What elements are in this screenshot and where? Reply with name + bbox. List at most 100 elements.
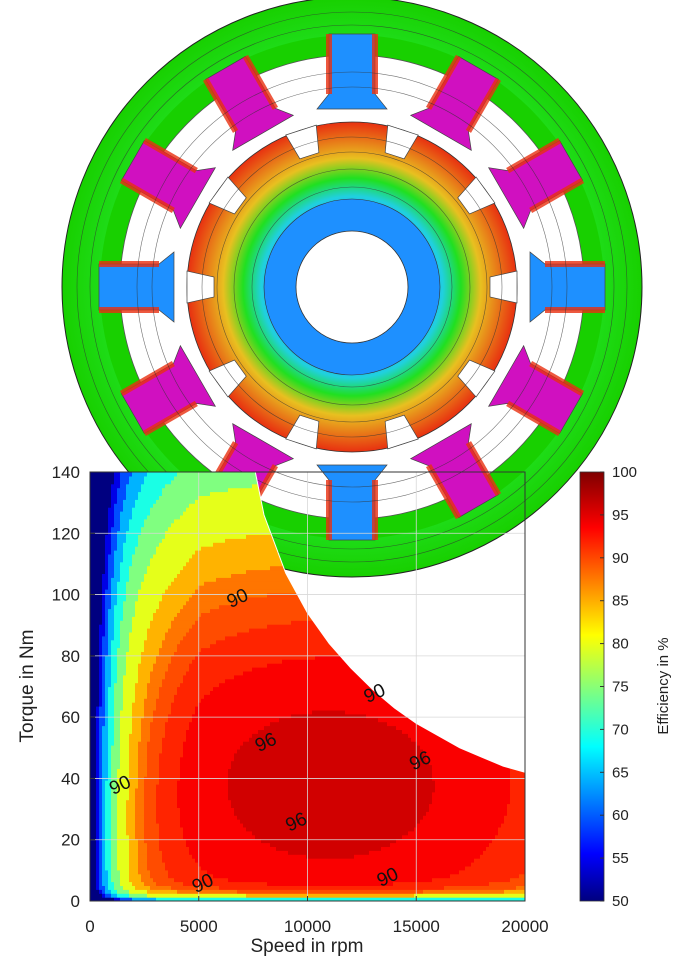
efficiency-cell bbox=[114, 725, 118, 730]
efficiency-cell bbox=[207, 487, 211, 493]
efficiency-cell bbox=[93, 472, 97, 477]
efficiency-cell bbox=[135, 819, 139, 824]
efficiency-cell bbox=[213, 737, 217, 742]
efficiency-cell bbox=[186, 823, 190, 828]
efficiency-cell bbox=[99, 686, 103, 691]
efficiency-cell bbox=[117, 807, 121, 812]
efficiency-cell bbox=[201, 499, 205, 504]
efficiency-cell bbox=[219, 600, 223, 606]
efficiency-cell bbox=[222, 561, 226, 567]
efficiency-cell bbox=[210, 784, 214, 789]
efficiency-cell bbox=[204, 475, 208, 481]
efficiency-cell bbox=[171, 826, 175, 832]
efficiency-cell bbox=[150, 838, 154, 844]
efficiency-cell bbox=[222, 511, 226, 516]
efficiency-cell bbox=[93, 534, 97, 539]
efficiency-cell bbox=[114, 709, 118, 715]
efficiency-cell bbox=[147, 534, 151, 539]
efficiency-cell bbox=[132, 628, 136, 633]
efficiency-cell bbox=[159, 511, 163, 516]
efficiency-cell bbox=[162, 674, 166, 680]
efficiency-cell bbox=[138, 897, 142, 901]
efficiency-cell bbox=[216, 667, 220, 672]
efficiency-cell bbox=[96, 811, 100, 816]
efficiency-cell bbox=[129, 780, 133, 785]
efficiency-cell bbox=[210, 491, 214, 496]
efficiency-cell bbox=[138, 495, 142, 500]
efficiency-cell bbox=[141, 565, 145, 571]
efficiency-cell bbox=[168, 538, 172, 543]
efficiency-cell bbox=[222, 589, 226, 594]
efficiency-cell bbox=[111, 526, 115, 532]
efficiency-cell bbox=[186, 674, 190, 680]
efficiency-cell bbox=[120, 745, 124, 750]
efficiency-cell bbox=[147, 530, 151, 535]
efficiency-cell bbox=[198, 733, 202, 738]
efficiency-cell bbox=[102, 670, 106, 676]
efficiency-cell bbox=[171, 522, 175, 528]
efficiency-cell bbox=[99, 514, 103, 520]
efficiency-cell bbox=[201, 557, 205, 563]
efficiency-cell bbox=[204, 819, 208, 824]
efficiency-cell bbox=[171, 729, 175, 734]
efficiency-cell bbox=[159, 709, 163, 715]
efficiency-cell bbox=[108, 889, 112, 894]
efficiency-cell bbox=[189, 721, 193, 727]
efficiency-cell bbox=[105, 472, 109, 477]
efficiency-cell bbox=[141, 709, 145, 715]
efficiency-cell bbox=[147, 581, 151, 586]
efficiency-cell bbox=[168, 526, 172, 532]
efficiency-cell bbox=[204, 678, 208, 684]
efficiency-cell bbox=[180, 565, 184, 571]
efficiency-cell bbox=[183, 865, 187, 871]
efficiency-cell bbox=[201, 819, 205, 824]
efficiency-cell bbox=[150, 803, 154, 808]
efficiency-cell bbox=[99, 678, 103, 684]
efficiency-cell bbox=[147, 596, 151, 602]
efficiency-cell bbox=[93, 811, 97, 816]
efficiency-cell bbox=[195, 780, 199, 785]
efficiency-cell bbox=[108, 550, 112, 555]
efficiency-cell bbox=[174, 881, 178, 886]
efficiency-cell bbox=[99, 479, 103, 485]
efficiency-cell bbox=[93, 573, 97, 578]
efficiency-cell bbox=[210, 589, 214, 594]
efficiency-cell bbox=[123, 507, 127, 512]
efficiency-cell bbox=[165, 725, 169, 730]
efficiency-cell bbox=[141, 756, 145, 762]
efficiency-cell bbox=[216, 737, 220, 742]
efficiency-cell bbox=[147, 752, 151, 758]
efficiency-cell bbox=[168, 893, 172, 898]
efficiency-cell bbox=[216, 772, 220, 777]
efficiency-cell bbox=[156, 854, 160, 859]
efficiency-cell bbox=[189, 799, 193, 805]
efficiency-cell bbox=[177, 472, 181, 477]
efficiency-cell bbox=[99, 655, 103, 660]
efficiency-cell bbox=[192, 877, 196, 883]
efficiency-cell bbox=[120, 585, 124, 590]
efficiency-cell bbox=[147, 670, 151, 676]
efficiency-cell bbox=[216, 581, 220, 586]
efficiency-cell bbox=[159, 819, 163, 824]
efficiency-cell bbox=[183, 733, 187, 738]
efficiency-cell bbox=[201, 694, 205, 699]
efficiency-cell bbox=[204, 565, 208, 571]
efficiency-cell bbox=[153, 631, 157, 637]
efficiency-cell bbox=[102, 487, 106, 493]
efficiency-cell bbox=[159, 690, 163, 695]
efficiency-cell bbox=[153, 573, 157, 578]
efficiency-cell bbox=[105, 495, 109, 500]
efficiency-cell bbox=[201, 760, 205, 766]
efficiency-cell bbox=[186, 585, 190, 590]
efficiency-cell bbox=[159, 663, 163, 668]
efficiency-cell bbox=[102, 850, 106, 855]
efficiency-cell bbox=[186, 553, 190, 559]
efficiency-cell bbox=[90, 538, 94, 543]
efficiency-cell bbox=[138, 472, 142, 477]
efficiency-cell bbox=[99, 862, 103, 867]
efficiency-cell bbox=[186, 495, 190, 500]
efficiency-cell bbox=[123, 612, 127, 617]
efficiency-cell bbox=[189, 518, 193, 524]
efficiency-cell bbox=[135, 756, 139, 762]
efficiency-cell bbox=[156, 631, 160, 637]
